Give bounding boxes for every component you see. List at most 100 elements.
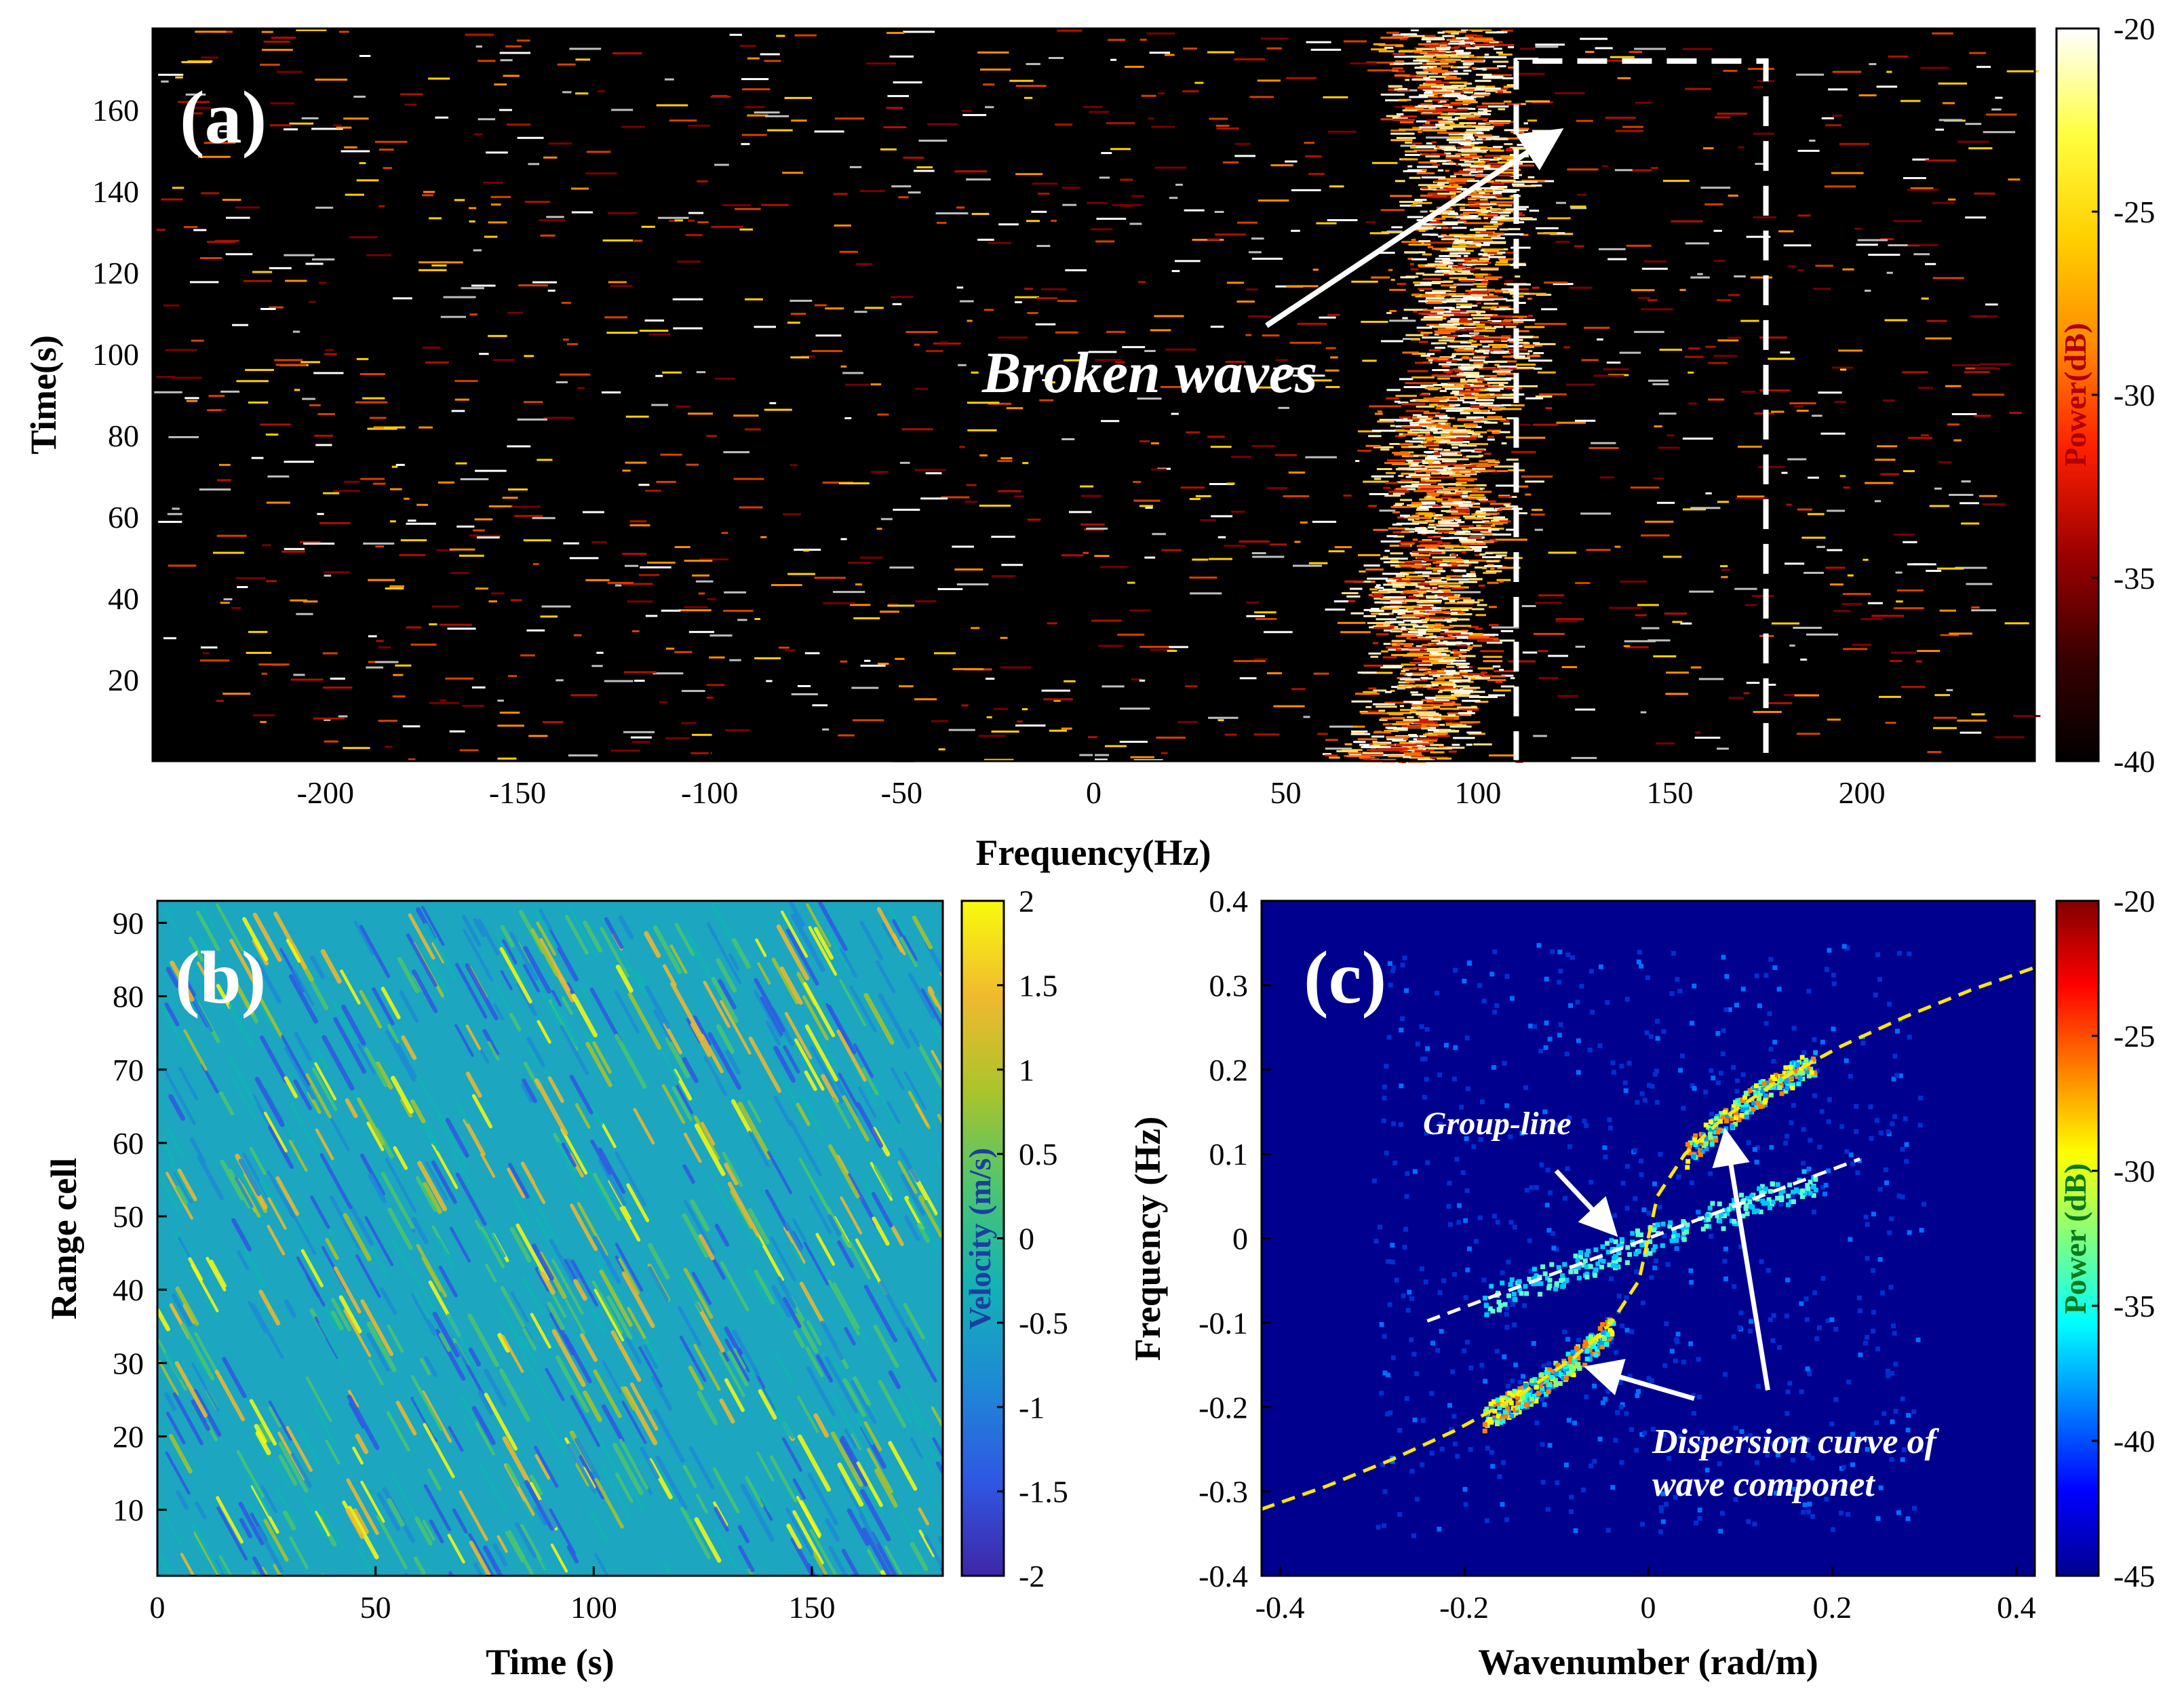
wave-stripe [421, 906, 445, 946]
noise-streak [1154, 166, 1187, 169]
wave-stripe [813, 1552, 828, 1576]
noise-streak [1652, 383, 1669, 385]
band-streak [1447, 486, 1466, 489]
band-streak [1450, 613, 1473, 616]
wave-stripe [170, 960, 195, 1002]
wave-stripe [844, 1428, 857, 1449]
wave-stripe [937, 1113, 943, 1127]
wave-stripe [389, 1471, 417, 1518]
noise-streak [1614, 545, 1621, 548]
noise-streak [1953, 439, 1962, 442]
wave-stripe [288, 973, 319, 1024]
band-streak [1409, 650, 1427, 653]
wave-stripe [216, 1496, 243, 1544]
wave-stripe [703, 1056, 728, 1096]
band-streak [1426, 62, 1449, 65]
band-streak [1412, 672, 1437, 675]
band-streak [1522, 651, 1538, 654]
noise-streak [1648, 379, 1669, 382]
noise-streak [575, 92, 589, 95]
noise-streak [1690, 507, 1721, 509]
band-streak [1409, 505, 1422, 508]
band-streak [1417, 722, 1435, 725]
noise-streak [324, 740, 338, 743]
band-streak [1425, 636, 1444, 639]
band-streak [1437, 730, 1459, 733]
band-streak [1386, 389, 1401, 391]
wave-stripe [785, 928, 819, 986]
noise-streak [901, 428, 933, 431]
band-streak [1513, 321, 1524, 324]
noise-streak [208, 395, 225, 398]
panel-b-xtick-label: 50 [360, 1590, 391, 1625]
wave-stripe [310, 955, 326, 980]
noise-streak [1728, 194, 1738, 197]
band-streak [1392, 492, 1405, 495]
wave-stripe [891, 1225, 904, 1247]
wave-stripe [448, 1571, 454, 1576]
band-streak [1390, 630, 1403, 633]
noise-streak [447, 261, 463, 264]
noise-streak [1511, 450, 1536, 453]
band-streak [1454, 125, 1477, 128]
band-streak [1371, 745, 1383, 748]
noise-streak [225, 253, 253, 256]
noise-streak [1641, 267, 1668, 270]
wave-stripe [732, 1329, 760, 1377]
noise-streak [1207, 51, 1234, 54]
noise-streak [1680, 622, 1692, 625]
noise-streak [1457, 602, 1474, 605]
wave-stripe [364, 1047, 388, 1087]
noise-streak [915, 600, 937, 602]
band-streak [1431, 718, 1441, 720]
noise-streak [1816, 545, 1825, 548]
noise-streak [1834, 400, 1846, 403]
band-streak [1473, 141, 1483, 144]
band-streak [1416, 58, 1437, 61]
band-streak [1482, 289, 1506, 292]
noise-streak [1979, 495, 1997, 497]
band-streak [1516, 512, 1527, 515]
band-streak [1404, 35, 1427, 37]
noise-streak [1365, 221, 1376, 224]
noise-streak [195, 31, 227, 33]
noise-streak [1091, 619, 1122, 622]
band-streak [1493, 223, 1502, 226]
band-streak [1501, 288, 1517, 291]
wave-stripe [197, 961, 209, 982]
noise-streak [684, 560, 713, 562]
noise-streak [461, 287, 484, 290]
band-streak [1426, 596, 1437, 599]
noise-streak [322, 686, 353, 689]
band-streak [1397, 648, 1420, 651]
noise-streak [363, 542, 395, 545]
band-streak [1413, 708, 1427, 711]
band-streak [1535, 395, 1553, 398]
noise-streak [855, 583, 863, 586]
noise-streak [1842, 593, 1871, 596]
noise-streak [1778, 230, 1794, 233]
wave-stripe [718, 979, 737, 1010]
band-streak [1401, 632, 1426, 635]
band-streak [1461, 28, 1468, 31]
noise-streak [1273, 367, 1301, 370]
band-streak [1397, 481, 1419, 484]
noise-streak [1690, 666, 1702, 669]
band-streak [1490, 185, 1508, 188]
band-streak [1480, 231, 1494, 233]
wave-stripe [571, 993, 598, 1038]
wave-stripe [521, 1276, 545, 1315]
band-streak [1456, 349, 1474, 352]
noise-streak [269, 267, 292, 269]
band-streak [1398, 115, 1417, 118]
wave-stripe [478, 1047, 490, 1064]
noise-streak [988, 241, 1012, 244]
band-streak [1452, 265, 1466, 268]
band-streak [1483, 217, 1488, 220]
noise-streak [1400, 144, 1416, 147]
band-streak [1438, 301, 1452, 303]
band-streak [1436, 425, 1450, 427]
noise-streak [787, 573, 815, 575]
noise-streak [1734, 275, 1746, 277]
wave-stripe [254, 1077, 285, 1127]
